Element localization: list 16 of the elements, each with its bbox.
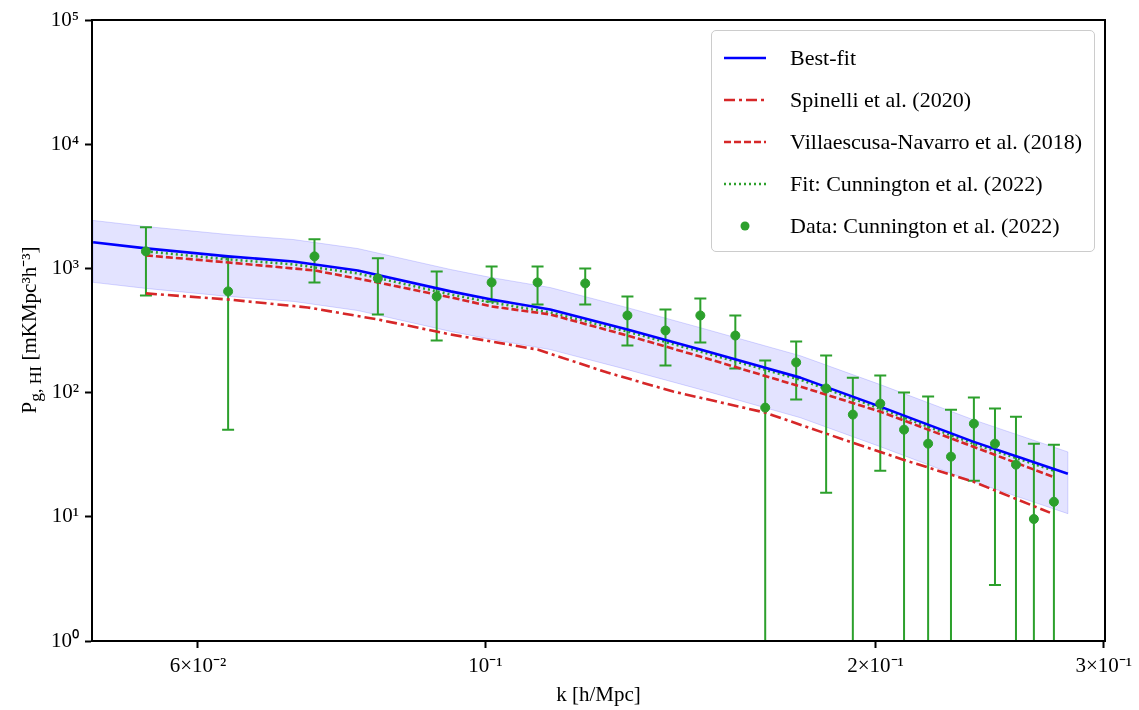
y-tick-label: 10⁴ <box>50 130 79 155</box>
y-tick-label: 10⁵ <box>50 6 79 31</box>
legend-label: Data: Cunnington et al. (2022) <box>790 213 1060 239</box>
y-tick-label: 10³ <box>51 254 79 279</box>
y-tick-label: 10¹ <box>51 503 79 528</box>
x-tick-label: 2×10⁻¹ <box>847 653 904 678</box>
legend-label: Spinelli et al. (2020) <box>790 87 971 113</box>
legend-label: Villaescusa-Navarro et al. (2018) <box>790 129 1082 155</box>
x-tick-label: 10⁻¹ <box>468 653 503 678</box>
x-tick-label: 3×10⁻¹ <box>1075 653 1133 678</box>
legend-label: Fit: Cunnington et al. (2022) <box>790 171 1043 197</box>
y-tick-label: 10² <box>51 379 79 404</box>
x-axis-title: k [h/Mpc] <box>556 681 641 706</box>
y-tick-label: 10⁰ <box>51 627 79 652</box>
legend-label: Best-fit <box>790 45 857 71</box>
x-tick-label: 6×10⁻² <box>169 653 227 678</box>
